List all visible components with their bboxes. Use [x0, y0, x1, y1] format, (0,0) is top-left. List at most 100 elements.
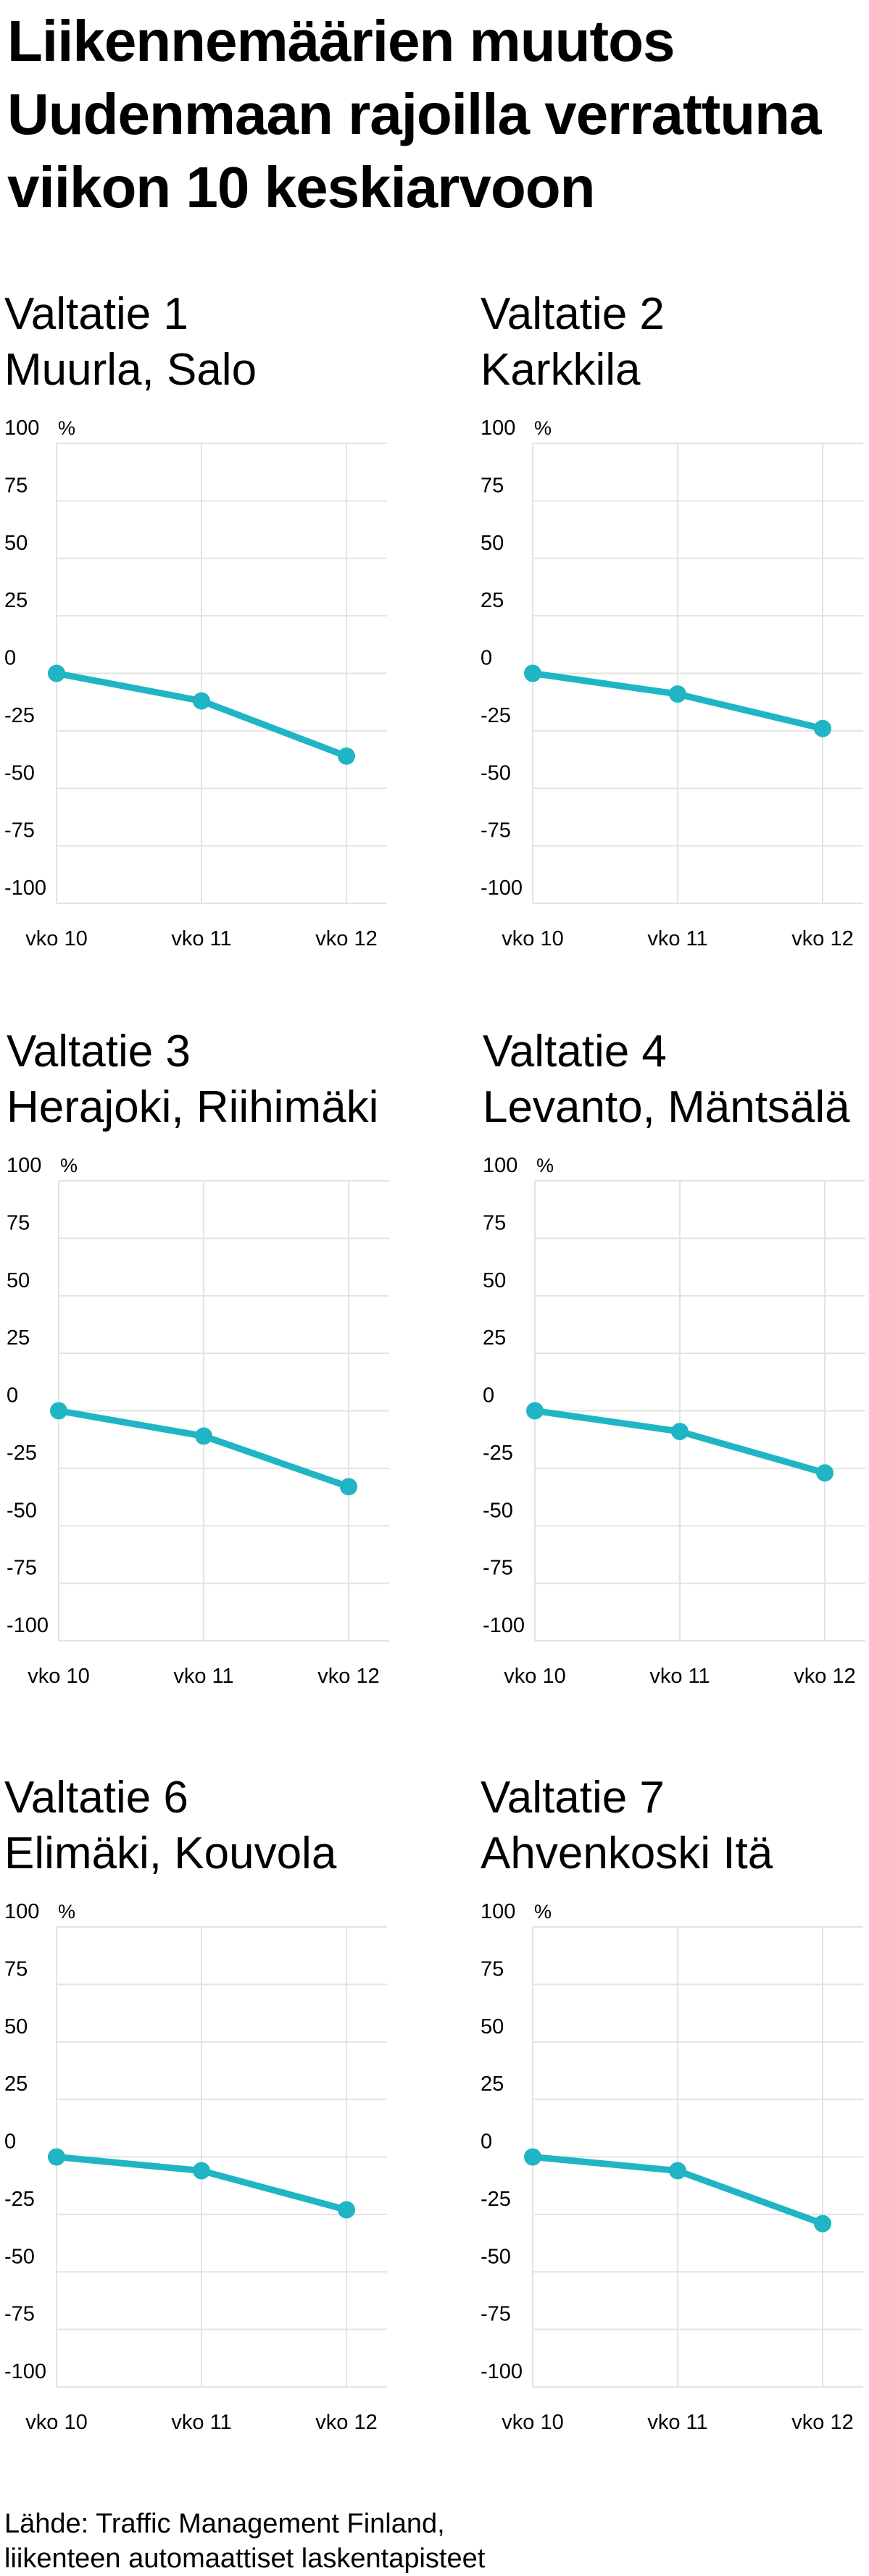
road-name: Valtatie 3 [7, 1026, 191, 1076]
road-name: Valtatie 4 [483, 1026, 667, 1076]
chart-panel-6: Valtatie 7 Ahvenkoski Itä 100 75 50 25 0 -25 -… [481, 1770, 869, 2494]
y-tick-label: -25 [481, 2188, 511, 2211]
y-tick-label: 75 [4, 1957, 28, 1981]
y-tick-label: -25 [4, 704, 35, 727]
y-tick-label: 50 [483, 1269, 506, 1292]
panel-title: Valtatie 7 Ahvenkoski Itä [481, 1770, 773, 1881]
y-tick-label: 100 [4, 417, 39, 440]
y-tick-label: 50 [4, 532, 28, 555]
y-tick-label: 0 [481, 2130, 492, 2154]
place-name: Muurla, Salo [4, 345, 257, 395]
data-point [814, 719, 831, 737]
data-point [669, 2162, 686, 2180]
y-tick-label: -25 [483, 1442, 513, 1465]
data-point [193, 2162, 210, 2180]
y-tick-label: 100 [481, 1900, 515, 1923]
y-tick-label: 0 [4, 2130, 16, 2154]
y-tick-label: 75 [481, 474, 504, 497]
data-point [193, 692, 210, 710]
chart-panel-3: Valtatie 3 Herajoki, Riihimäki 100 75 50 25… [7, 1024, 412, 1748]
source-note: Lähde: Traffic Management Finland, liike… [4, 2506, 485, 2576]
y-tick-label: -100 [481, 2360, 523, 2383]
y-tick-label: 25 [7, 1326, 30, 1350]
road-name: Valtatie 1 [4, 289, 188, 339]
data-point [338, 2201, 355, 2219]
data-point [816, 1464, 833, 1482]
x-tick-label: vko 10 [28, 1665, 89, 1688]
line-chart: 100 75 50 25 0 -25 -50 -75 -100% vko 10 vko 11 vko … [4, 417, 387, 950]
line-chart: 100 75 50 25 0 -25 -50 -75 -100% vko 10 vko 11 vko … [481, 1900, 863, 2434]
x-tick-label: vko 11 [171, 2411, 231, 2434]
x-tick-label: vko 10 [504, 1665, 565, 1688]
y-tick-label: 75 [483, 1211, 506, 1234]
y-tick-label: 0 [481, 647, 492, 670]
page-title-line: Liikennemäärien muutos [7, 9, 675, 73]
x-tick-label: vko 11 [647, 927, 707, 950]
y-tick-label: -75 [4, 2303, 35, 2326]
data-point [526, 1402, 544, 1420]
y-tick-label: -25 [7, 1442, 37, 1465]
y-unit-label: % [534, 1901, 552, 1923]
y-tick-label: -100 [481, 877, 523, 900]
data-point [50, 1402, 67, 1420]
x-tick-label: vko 11 [173, 1665, 233, 1688]
x-tick-label: vko 12 [791, 927, 853, 950]
y-unit-label: % [60, 1155, 78, 1176]
data-point [669, 685, 686, 703]
place-name: Elimäki, Kouvola [4, 1828, 337, 1878]
x-tick-label: vko 11 [647, 2411, 707, 2434]
y-tick-label: -75 [481, 819, 511, 842]
y-tick-label: 25 [481, 2073, 504, 2096]
y-tick-label: 0 [483, 1384, 494, 1408]
y-tick-label: 75 [7, 1211, 30, 1234]
y-tick-label: -75 [481, 2303, 511, 2326]
chart-panel-5: Valtatie 6 Elimäki, Kouvola 100 75 50 25 0 -2… [4, 1770, 410, 2494]
road-name: Valtatie 2 [481, 289, 665, 339]
place-name: Ahvenkoski Itä [481, 1828, 773, 1878]
y-tick-label: 100 [4, 1900, 39, 1923]
y-tick-label: 75 [481, 1957, 504, 1981]
y-tick-label: -25 [481, 704, 511, 727]
line-chart: 100 75 50 25 0 -25 -50 -75 -100% vko 10 vko 11 vko … [7, 1154, 389, 1688]
source-line: Lähde: Traffic Management Finland, [4, 2509, 445, 2539]
y-tick-label: 0 [4, 647, 16, 670]
x-tick-label: vko 12 [791, 2411, 853, 2434]
data-point [524, 2148, 541, 2166]
y-tick-label: -50 [483, 1499, 513, 1522]
y-tick-label: -50 [481, 761, 511, 785]
y-tick-label: 50 [481, 2015, 504, 2038]
panel-title: Valtatie 4 Levanto, Mäntsälä [483, 1024, 850, 1135]
data-point [195, 1427, 212, 1445]
x-tick-label: vko 10 [502, 2411, 563, 2434]
y-tick-label: 50 [7, 1269, 30, 1292]
data-point [814, 2215, 831, 2233]
y-tick-label: -75 [483, 1557, 513, 1580]
x-tick-label: vko 10 [25, 927, 87, 950]
data-point [671, 1423, 689, 1441]
x-tick-label: vko 12 [794, 1665, 855, 1688]
y-tick-label: -75 [7, 1557, 37, 1580]
y-tick-label: 0 [7, 1384, 18, 1408]
line-chart: 100 75 50 25 0 -25 -50 -75 -100% vko 10 vko 11 vko … [481, 417, 863, 950]
y-unit-label: % [536, 1155, 554, 1176]
data-point [48, 664, 65, 682]
data-point [48, 2148, 65, 2166]
road-name: Valtatie 7 [481, 1773, 665, 1823]
x-tick-label: vko 10 [25, 2411, 87, 2434]
y-tick-label: 25 [481, 589, 504, 612]
panel-title: Valtatie 6 Elimäki, Kouvola [4, 1770, 336, 1881]
place-name: Karkkila [481, 345, 641, 395]
chart-panel-2: Valtatie 2 Karkkila 100 75 50 25 0 -25 -50 -75 -… [481, 286, 869, 1011]
x-tick-label: vko 11 [171, 927, 231, 950]
y-tick-label: 25 [483, 1326, 506, 1350]
y-tick-label: 100 [483, 1154, 517, 1177]
y-tick-label: 100 [7, 1154, 41, 1177]
line-chart: 100 75 50 25 0 -25 -50 -75 -100% vko 10 vko 11 vko … [4, 1900, 387, 2434]
page-title-line: Uudenmaan rajoilla verrattuna [7, 82, 821, 146]
data-point [338, 747, 355, 765]
y-tick-label: -100 [483, 1614, 525, 1637]
x-tick-label: vko 12 [315, 927, 377, 950]
y-tick-label: -50 [481, 2245, 511, 2268]
panel-title: Valtatie 2 Karkkila [481, 286, 665, 398]
place-name: Levanto, Mäntsälä [483, 1082, 850, 1132]
